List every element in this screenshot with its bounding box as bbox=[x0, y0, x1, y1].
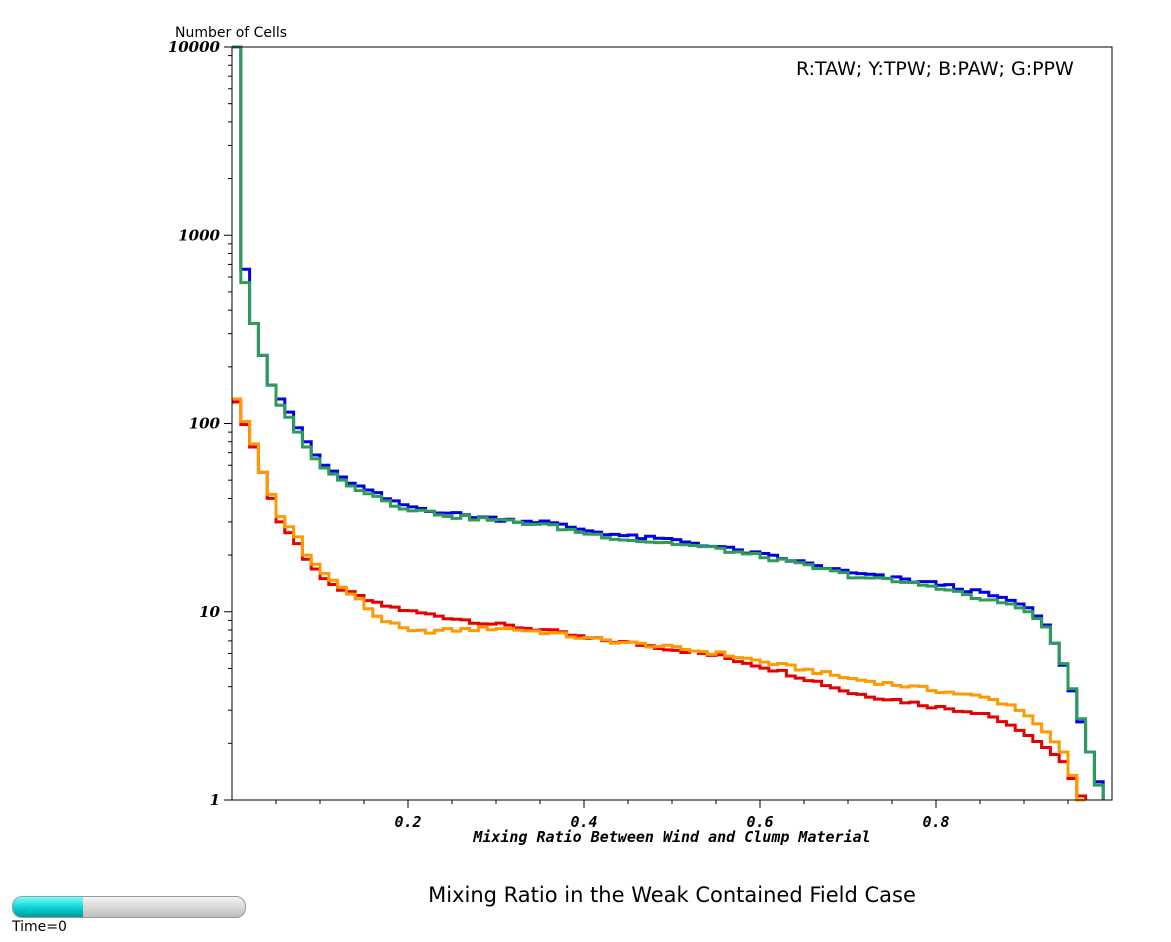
y-tick-label: 1000 bbox=[178, 226, 220, 244]
plot-frame bbox=[231, 46, 1113, 801]
series-line-tpw bbox=[232, 397, 1086, 802]
y-tick-label: 100 bbox=[189, 415, 221, 433]
series-layer bbox=[232, 45, 1105, 802]
y-axis-label: Number of Cells bbox=[175, 25, 288, 41]
x-axis-label: Mixing Ratio Between Wind and Clump Mate… bbox=[473, 828, 871, 846]
time-label: Time=0 bbox=[12, 919, 67, 935]
series-line-paw bbox=[232, 45, 1105, 800]
tick-layer: 1 10 100 1000 10000 0.2 0.4 0.6 0.8 bbox=[168, 38, 1069, 831]
x-tick-label: 0.4 bbox=[570, 813, 597, 831]
legend-text: R:TAW; Y:TPW; B:PAW; G:PPW bbox=[796, 58, 1074, 80]
time-slider[interactable] bbox=[12, 896, 246, 918]
y-tick-label: 10 bbox=[199, 603, 220, 621]
y-tick-label: 1 bbox=[210, 791, 220, 809]
x-tick-label: 0.2 bbox=[394, 813, 421, 831]
time-slider-fill bbox=[13, 897, 83, 917]
series-line-taw bbox=[232, 400, 1088, 800]
x-tick-label: 0.6 bbox=[746, 813, 773, 831]
x-tick-label: 0.8 bbox=[922, 813, 949, 831]
chart-title: Mixing Ratio in the Weak Contained Field… bbox=[428, 883, 916, 907]
y-tick-label: 10000 bbox=[168, 38, 221, 56]
series-line-ppw bbox=[232, 45, 1105, 800]
